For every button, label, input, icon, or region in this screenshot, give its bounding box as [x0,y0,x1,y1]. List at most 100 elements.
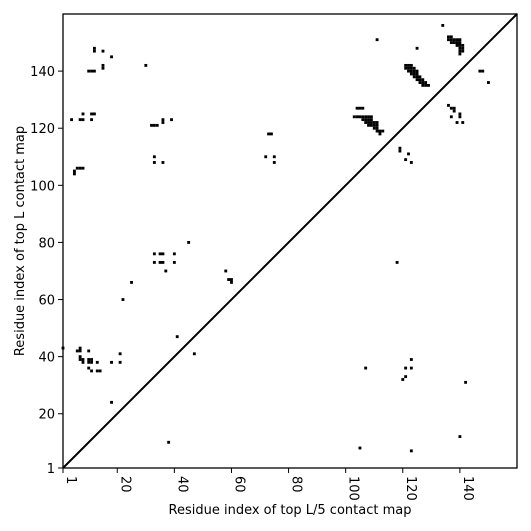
y-tick-label: 60 [38,294,55,309]
contact-cell [452,38,456,42]
contact-cell [72,169,76,173]
x-tick-label: 100 [346,476,361,501]
contact-cell [270,132,273,136]
contact-cells [61,23,490,453]
contact-cell [272,155,276,159]
contact-cell [87,366,91,370]
contact-cell [90,369,93,373]
contact-cell [152,260,156,264]
contact-cell [381,129,385,133]
contact-cell [452,106,456,110]
contact-cell [158,260,162,264]
contact-cell [361,115,365,119]
contact-cell [118,360,122,364]
contact-cell [449,115,453,119]
x-axis-ticks: 1 20 40 60 80 100 120 140 [62,468,475,501]
contact-cell [409,366,413,370]
contact-cell [352,115,356,119]
contact-cell [361,118,365,122]
contact-cell [90,358,93,361]
contact-cell [150,123,153,127]
contact-cell [487,81,490,84]
contact-cell [361,106,365,110]
contact-cell [170,118,173,122]
contact-cell [155,123,159,127]
contact-cell [447,38,450,42]
contact-cell [461,49,465,53]
contact-cell [92,46,96,50]
contact-cell [407,66,410,70]
contact-cell [464,380,468,384]
contact-cell [415,46,419,50]
contact-cell [395,260,399,264]
contact-cell [412,75,416,79]
contact-cell [378,129,382,133]
contact-cell [364,366,368,370]
contact-cell [404,375,408,379]
contact-cell [172,252,176,256]
contact-cell [375,38,379,42]
contact-cell [110,55,113,59]
contact-cell [175,335,179,339]
contact-cell [78,355,82,359]
contact-cell [407,69,410,73]
contact-cell [187,241,191,244]
contact-cell [161,118,165,122]
contact-cell [372,121,376,124]
contact-cell [224,269,228,273]
contact-cell [101,66,105,70]
contact-cell [458,43,462,47]
contact-cell [418,78,422,82]
contact-cell [267,132,271,136]
contact-cell [447,103,450,107]
contact-cell [401,378,405,381]
contact-cell [90,118,93,122]
contact-cell [375,126,379,130]
contact-cell [409,63,413,67]
contact-cell [78,118,82,122]
contact-cell [412,66,416,70]
contact-cell [72,172,76,176]
contact-cell [372,123,376,127]
contact-cell [92,49,96,53]
x-tick-label: 20 [117,476,132,493]
contact-cell [90,69,93,73]
contact-cell [415,78,419,82]
contact-cell [369,123,373,127]
contact-cell [415,69,419,73]
contact-cell [404,158,408,162]
contact-cell [452,41,456,44]
contact-cell [87,349,91,353]
contact-cell [441,23,445,27]
contact-cell [458,38,462,42]
contact-cell [367,121,370,124]
contact-cell [409,69,413,73]
contact-cell [358,115,362,119]
contact-cell [227,278,231,281]
contact-cell [421,78,425,82]
contact-cell [455,41,459,44]
contact-cell [81,358,85,361]
contact-cell [70,118,73,122]
contact-cell [101,63,105,67]
contact-cell [355,115,359,119]
contact-cell [409,449,413,453]
contact-cell [78,346,82,350]
contact-cell [161,161,165,164]
contact-cell [458,46,462,50]
contact-cell [152,123,156,127]
y-tick-label: 1 [47,462,55,477]
contact-cell [404,63,408,67]
y-tick-label: 100 [30,179,55,194]
contact-cell [355,106,359,110]
contact-cell [152,155,156,159]
contact-cell [369,118,373,122]
diagonal-line [62,13,518,469]
contact-cell [415,72,419,76]
contact-cell [458,49,462,53]
contact-cell [78,166,82,170]
contact-cell [364,118,368,122]
contact-cell [455,121,459,124]
x-tick-label: 80 [289,476,304,493]
contact-cell [461,46,465,50]
